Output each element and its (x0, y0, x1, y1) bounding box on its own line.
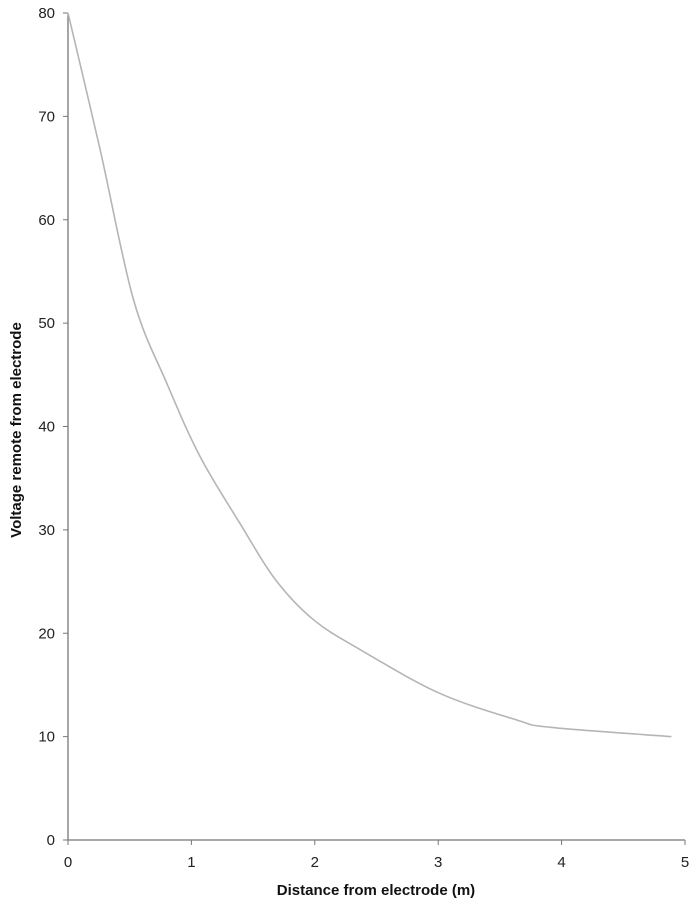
y-tick-label: 0 (47, 832, 55, 849)
y-tick-label: 20 (38, 625, 55, 642)
x-tick-label: 2 (311, 854, 319, 871)
y-tick-label: 10 (38, 729, 55, 746)
x-tick-label: 5 (681, 854, 689, 871)
series-line (67, 12, 672, 738)
y-axis: 0 10 20 30 40 50 60 70 80 (38, 5, 69, 849)
y-tick-label: 70 (38, 108, 55, 125)
x-tick-label: 3 (434, 854, 442, 871)
x-axis: 0 1 2 3 4 5 (64, 839, 689, 871)
y-tick-label: 60 (38, 212, 55, 229)
y-tick-label: 30 (38, 522, 55, 539)
y-tick-label: 50 (38, 315, 55, 332)
y-tick-label: 80 (38, 5, 55, 22)
x-tick-label: 1 (187, 854, 195, 871)
y-axis-title: Voltage remote from electrode (8, 322, 25, 538)
x-axis-title: Distance from electrode (m) (277, 882, 475, 899)
y-tick-label: 40 (38, 419, 55, 436)
x-tick-label: 0 (64, 854, 72, 871)
x-tick-label: 4 (557, 854, 565, 871)
